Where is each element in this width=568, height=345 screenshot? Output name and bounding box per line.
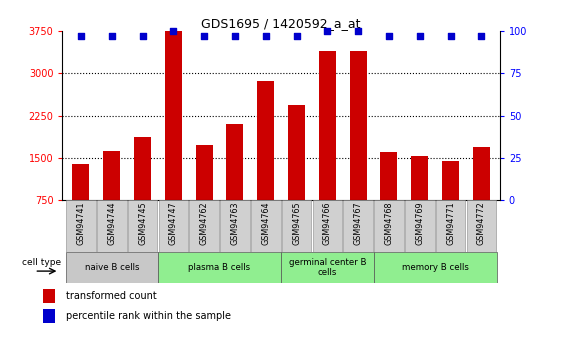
Text: GSM94769: GSM94769 [415, 201, 424, 245]
Bar [66, 200, 96, 252]
Bar [134, 137, 151, 242]
Bar [103, 151, 120, 242]
Text: percentile rank within the sample: percentile rank within the sample [66, 311, 231, 321]
Point [323, 28, 332, 34]
Bar [344, 200, 373, 252]
Text: GSM94765: GSM94765 [292, 201, 301, 245]
Point [77, 33, 86, 39]
Text: GSM94763: GSM94763 [231, 201, 240, 245]
Text: naive B cells: naive B cells [85, 263, 139, 272]
Text: GSM94744: GSM94744 [107, 201, 116, 245]
Bar [128, 200, 157, 252]
Bar [220, 200, 250, 252]
Bar [288, 106, 305, 242]
Bar [158, 252, 281, 283]
Text: memory B cells: memory B cells [402, 263, 469, 272]
Bar [97, 200, 127, 252]
Bar [466, 200, 496, 252]
Bar [442, 161, 459, 242]
Bar [281, 252, 374, 283]
Text: cell type: cell type [22, 258, 61, 267]
Bar [227, 124, 244, 242]
Text: germinal center B
cells: germinal center B cells [289, 258, 366, 277]
Text: transformed count: transformed count [66, 291, 156, 301]
Bar [43, 289, 56, 303]
Text: GSM94771: GSM94771 [446, 201, 455, 245]
Bar [196, 146, 212, 242]
Bar [436, 200, 465, 252]
Bar [158, 200, 188, 252]
Point [261, 33, 270, 39]
Bar [43, 309, 56, 323]
Point [138, 33, 147, 39]
Bar [189, 200, 219, 252]
Point [169, 28, 178, 34]
Bar [65, 252, 158, 283]
Text: plasma B cells: plasma B cells [189, 263, 250, 272]
Bar [405, 200, 435, 252]
Point [354, 28, 363, 34]
Bar [374, 252, 497, 283]
Text: GSM94747: GSM94747 [169, 201, 178, 245]
Bar [165, 31, 182, 242]
Bar [381, 152, 398, 242]
Text: GSM94762: GSM94762 [200, 201, 208, 245]
Text: GSM94766: GSM94766 [323, 201, 332, 245]
Text: GSM94772: GSM94772 [477, 201, 486, 245]
Point [477, 33, 486, 39]
Text: GSM94767: GSM94767 [354, 201, 362, 245]
Title: GDS1695 / 1420592_a_at: GDS1695 / 1420592_a_at [202, 17, 361, 30]
Text: GSM94768: GSM94768 [385, 201, 394, 245]
Text: GSM94741: GSM94741 [77, 201, 85, 245]
Bar [312, 200, 342, 252]
Bar [251, 200, 281, 252]
Bar [73, 164, 89, 242]
Point [231, 33, 240, 39]
Bar [411, 156, 428, 242]
Bar [374, 200, 404, 252]
Bar [350, 51, 366, 242]
Text: GSM94764: GSM94764 [261, 201, 270, 245]
Point [199, 33, 208, 39]
Point [446, 33, 455, 39]
Point [385, 33, 394, 39]
Bar [282, 200, 311, 252]
Bar [473, 147, 490, 242]
Point [292, 33, 301, 39]
Point [415, 33, 424, 39]
Bar [257, 81, 274, 242]
Text: GSM94745: GSM94745 [138, 201, 147, 245]
Point [107, 33, 116, 39]
Bar [319, 51, 336, 242]
